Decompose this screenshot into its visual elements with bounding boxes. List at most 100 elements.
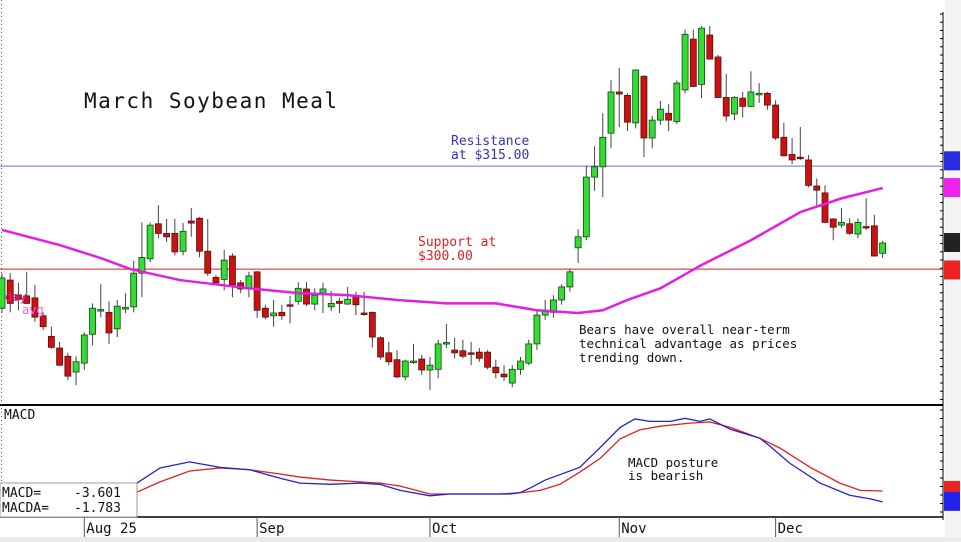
candle (698, 26, 705, 99)
candle-body (146, 224, 154, 260)
candle (286, 295, 294, 324)
candle (879, 240, 887, 259)
candle (508, 365, 516, 388)
candle-body (599, 136, 607, 168)
candle (434, 339, 442, 379)
candle (640, 75, 648, 158)
candle-body (467, 352, 475, 355)
candle (615, 67, 623, 127)
candle (747, 71, 755, 108)
candle-body (640, 75, 648, 139)
candle (393, 350, 401, 379)
support-label-line2: $300.00 (418, 249, 473, 264)
macd-panel-title: MACD (4, 408, 35, 423)
candle (681, 29, 689, 94)
macd-lines (136, 417, 883, 503)
candle (270, 299, 277, 327)
candle (492, 359, 500, 379)
candle (788, 137, 796, 165)
candle (689, 29, 697, 88)
candle (220, 249, 228, 291)
candle-body (253, 271, 261, 311)
candle-body (56, 347, 64, 366)
macd-annotation-line2: is bearish (628, 468, 703, 483)
support-resistance-lines (0, 165, 943, 270)
candle-body (138, 257, 146, 274)
right-markers (944, 151, 960, 511)
candle-body (220, 259, 228, 280)
candle (31, 284, 39, 322)
candle (80, 332, 88, 370)
candle-body (739, 97, 747, 107)
candle (138, 222, 146, 298)
ma-label-day: day (5, 290, 27, 304)
candle-body (714, 56, 722, 98)
candle-body (459, 350, 467, 357)
candle-body (23, 295, 31, 304)
candle-body (673, 82, 681, 122)
candle (72, 356, 80, 386)
candle (426, 356, 434, 390)
candle-body (582, 176, 590, 238)
candle (229, 253, 236, 298)
candle-body (574, 236, 582, 249)
candle-body (393, 359, 401, 378)
candle-body (862, 226, 870, 229)
candle (47, 326, 55, 349)
candle (278, 304, 286, 320)
candle (763, 91, 771, 110)
macd-value: -3.601 (74, 486, 121, 501)
candle-body (615, 91, 623, 95)
bears-annotation-line1: Bears have overall near-term (579, 322, 790, 337)
candle-body (336, 300, 343, 304)
support-label-line1: Support at (418, 235, 496, 250)
candle (179, 223, 187, 256)
candle-body (731, 97, 738, 115)
candle (624, 93, 631, 132)
macd-annotation-line1: MACD posture (628, 455, 718, 470)
candle (673, 80, 681, 125)
candle (64, 352, 72, 381)
candle (39, 312, 47, 331)
candle-body (829, 218, 837, 228)
price-marker (944, 233, 960, 252)
candle (796, 126, 804, 160)
candle (591, 146, 598, 191)
candle-body (689, 38, 697, 87)
candle (525, 339, 533, 366)
candle (385, 341, 393, 366)
price-marker (944, 178, 960, 198)
candle-body (747, 91, 755, 107)
candle (401, 359, 409, 381)
candle-body (648, 119, 656, 139)
candle-body (212, 276, 220, 284)
candle (838, 207, 845, 228)
candle-body (755, 92, 763, 96)
candle-body (591, 166, 598, 178)
macd-line (136, 417, 883, 503)
candle-body (122, 307, 129, 310)
candle-body (360, 312, 368, 315)
candle-body (31, 297, 39, 318)
candle (607, 80, 615, 149)
candle-body (278, 311, 286, 317)
candle (722, 74, 730, 122)
candle-body (97, 309, 105, 312)
candle-body (286, 304, 294, 307)
candle-body (805, 159, 812, 186)
candle-body (566, 271, 574, 288)
candle (377, 336, 384, 360)
candle (261, 304, 269, 320)
candle-body (0, 277, 6, 309)
candle (122, 293, 129, 314)
candle-body (204, 250, 212, 274)
candle-body (80, 334, 88, 364)
candle (23, 271, 31, 305)
candle (657, 100, 664, 125)
candle (89, 303, 96, 346)
candle (558, 284, 566, 305)
candle-body (665, 112, 673, 121)
price-marker (944, 491, 960, 511)
candle (146, 222, 154, 263)
